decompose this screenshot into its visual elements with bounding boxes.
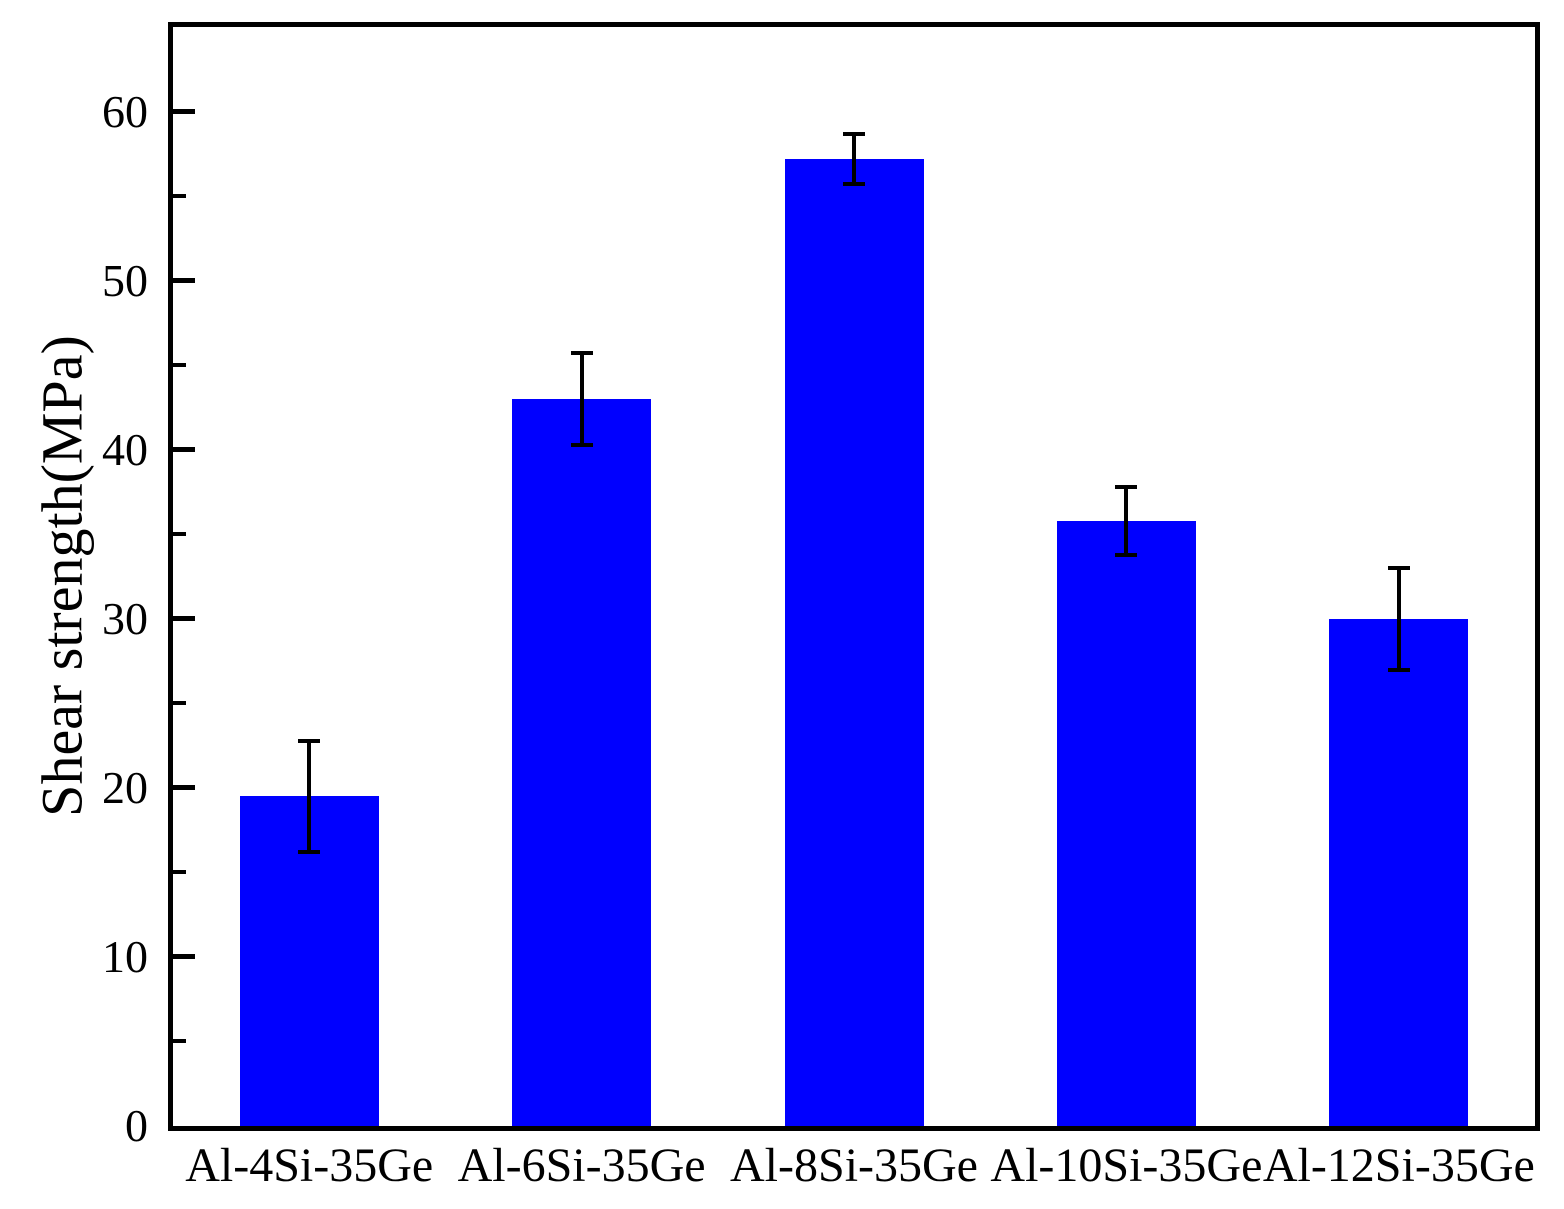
y-tick-label: 50	[102, 254, 148, 306]
x-category-label: Al-10Si-35Ge	[990, 1139, 1263, 1192]
error-bar-cap-top	[1115, 484, 1138, 489]
error-bar-line	[579, 353, 584, 445]
x-category-label: Al-6Si-35Ge	[457, 1139, 706, 1192]
error-bar-line	[1124, 486, 1129, 555]
y-axis-minor-tick	[173, 194, 186, 199]
error-bar-cap-top	[1387, 566, 1410, 571]
y-tick-label: 0	[125, 1100, 148, 1151]
y-tick-label: 10	[102, 930, 148, 982]
bar-al-10si-35ge	[1056, 520, 1196, 1126]
error-bar-cap-top	[570, 351, 593, 356]
error-bar-cap-bottom	[570, 442, 593, 447]
error-bar-cap-top	[843, 131, 865, 136]
y-axis-minor-tick	[173, 870, 186, 875]
bar-al-8si-35ge	[784, 158, 924, 1126]
y-axis-major-tick	[173, 954, 195, 960]
y-axis-major-tick	[173, 109, 195, 115]
error-bar-cap-bottom	[1387, 667, 1410, 672]
error-bar-line	[307, 740, 312, 853]
y-tick-label: 30	[102, 592, 148, 644]
x-category-label: Al-8Si-35Ge	[730, 1139, 978, 1192]
y-axis-title: Shear strength(MPa)	[29, 335, 95, 817]
error-bar-cap-bottom	[298, 850, 321, 855]
y-axis-major-tick	[173, 616, 195, 622]
error-bar-cap-bottom	[843, 182, 865, 187]
plot-area	[168, 22, 1540, 1131]
error-bar-cap-bottom	[1115, 552, 1138, 557]
y-tick-label: 40	[102, 423, 148, 475]
y-axis-minor-tick	[173, 1039, 186, 1044]
x-category-label: Al-4Si-35Ge	[185, 1139, 434, 1192]
x-category-label: Al-12Si-35Ge	[1262, 1139, 1535, 1192]
y-axis-major-tick	[173, 785, 195, 791]
y-tick-label: 60	[102, 85, 148, 137]
y-axis-minor-tick	[173, 363, 186, 368]
bar-al-12si-35ge	[1329, 618, 1469, 1126]
error-bar-line	[852, 133, 856, 185]
y-axis-minor-tick	[173, 532, 186, 537]
y-axis-major-tick	[173, 447, 195, 453]
y-tick-label: 20	[102, 761, 148, 813]
y-axis-minor-tick	[173, 701, 186, 706]
plot-inner	[173, 27, 1535, 1126]
y-axis-major-tick	[173, 278, 195, 284]
error-bar-cap-top	[298, 738, 321, 743]
bar-al-6si-35ge	[512, 398, 652, 1126]
error-bar-line	[1396, 568, 1401, 670]
